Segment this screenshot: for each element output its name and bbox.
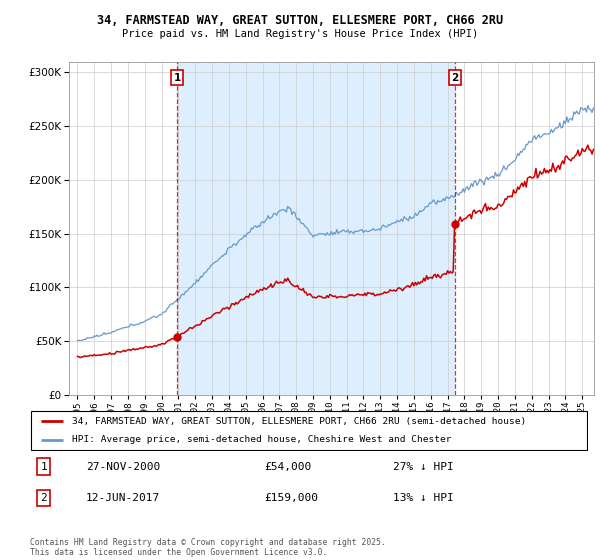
- Text: 13% ↓ HPI: 13% ↓ HPI: [392, 493, 454, 503]
- Text: 34, FARMSTEAD WAY, GREAT SUTTON, ELLESMERE PORT, CH66 2RU: 34, FARMSTEAD WAY, GREAT SUTTON, ELLESME…: [97, 14, 503, 27]
- Text: 2: 2: [41, 493, 47, 503]
- Text: £159,000: £159,000: [265, 493, 319, 503]
- Text: Contains HM Land Registry data © Crown copyright and database right 2025.
This d: Contains HM Land Registry data © Crown c…: [30, 538, 386, 557]
- Text: 34, FARMSTEAD WAY, GREAT SUTTON, ELLESMERE PORT, CH66 2RU (semi-detached house): 34, FARMSTEAD WAY, GREAT SUTTON, ELLESME…: [72, 417, 526, 426]
- Bar: [177, 62, 455, 395]
- Text: 27% ↓ HPI: 27% ↓ HPI: [392, 461, 454, 472]
- Text: 1: 1: [173, 73, 181, 83]
- Text: Price paid vs. HM Land Registry's House Price Index (HPI): Price paid vs. HM Land Registry's House …: [122, 29, 478, 39]
- Text: 1: 1: [41, 461, 47, 472]
- Text: 12-JUN-2017: 12-JUN-2017: [86, 493, 160, 503]
- Text: 27-NOV-2000: 27-NOV-2000: [86, 461, 160, 472]
- Text: HPI: Average price, semi-detached house, Cheshire West and Chester: HPI: Average price, semi-detached house,…: [72, 436, 451, 445]
- FancyBboxPatch shape: [31, 411, 587, 450]
- Text: £54,000: £54,000: [265, 461, 311, 472]
- Text: 2: 2: [452, 73, 459, 83]
